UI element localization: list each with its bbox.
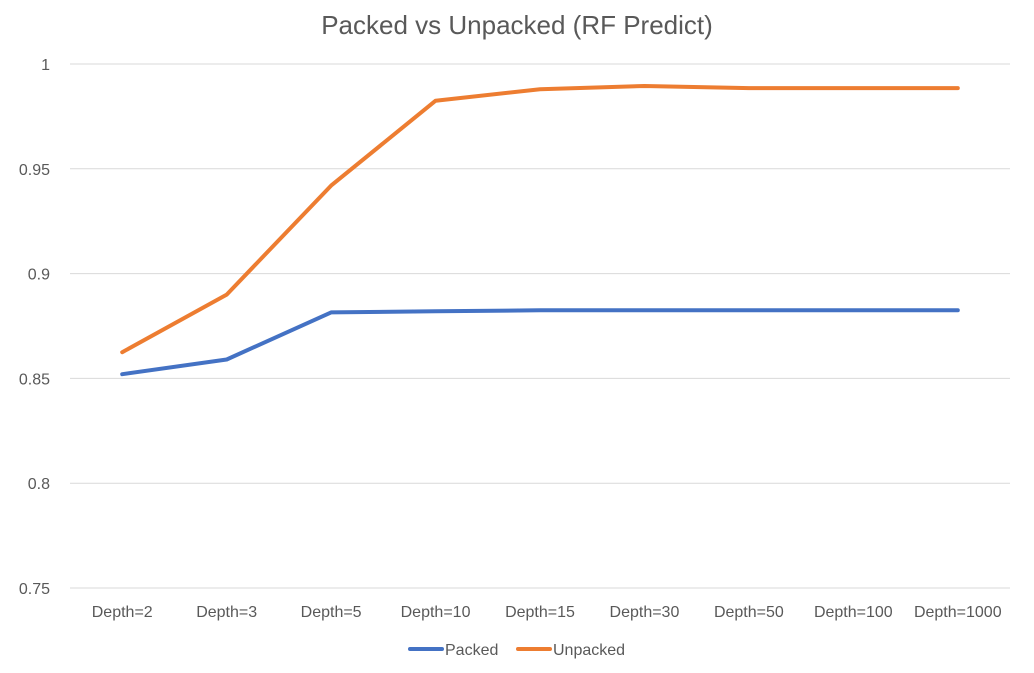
x-tick-label: Depth=3 [196, 604, 257, 621]
y-tick-label: 1 [41, 57, 50, 74]
chart-title: Packed vs Unpacked (RF Predict) [321, 10, 713, 40]
x-tick-label: Depth=5 [301, 604, 362, 621]
x-tick-label: Depth=2 [92, 604, 153, 621]
y-tick-label: 0.75 [19, 581, 50, 598]
legend: Packed Unpacked [408, 642, 625, 659]
x-tick-label: Depth=1000 [914, 604, 1002, 621]
y-tick-label: 0.95 [19, 162, 50, 179]
y-tick-label: 0.8 [28, 476, 50, 493]
legend-label-unpacked: Unpacked [553, 642, 625, 659]
x-axis-tick-labels: Depth=2 Depth=3 Depth=5 Depth=10 Depth=15 Dep… [92, 604, 1002, 621]
gridlines [70, 63, 1010, 589]
y-axis-tick-labels: 0.75 0.8 0.85 0.9 0.95 1 [19, 57, 50, 598]
series-line-unpacked [120, 84, 960, 355]
y-tick-label: 0.9 [28, 267, 50, 284]
series-line-packed [120, 308, 960, 377]
y-tick-label: 0.85 [19, 371, 50, 388]
series-lines [120, 84, 960, 377]
x-tick-label: Depth=100 [814, 604, 893, 621]
x-tick-label: Depth=30 [610, 604, 680, 621]
x-tick-label: Depth=10 [401, 604, 471, 621]
legend-label-packed: Packed [445, 642, 498, 659]
x-tick-label: Depth=15 [505, 604, 575, 621]
x-tick-label: Depth=50 [714, 604, 784, 621]
